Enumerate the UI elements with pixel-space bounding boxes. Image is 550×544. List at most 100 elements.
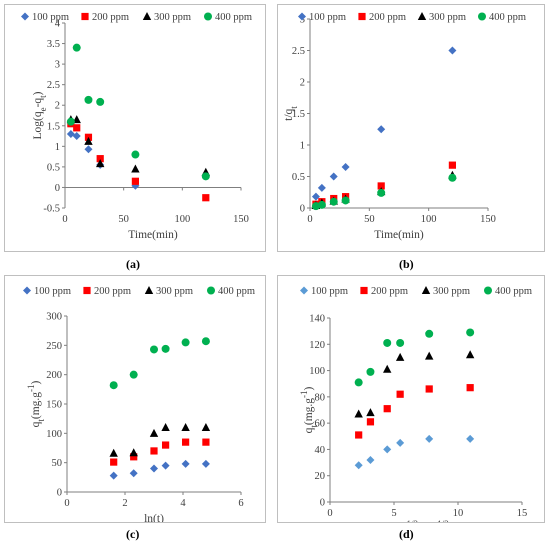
data-point — [377, 182, 385, 190]
data-point — [341, 163, 350, 172]
data-point — [383, 364, 392, 373]
data-point — [425, 385, 433, 393]
y-tick-label: 100 — [46, 429, 62, 440]
legend-marker — [300, 286, 308, 295]
data-point — [366, 418, 375, 426]
legend-label: 200 ppm — [92, 12, 129, 23]
data-point — [150, 464, 158, 473]
y-tick-label: 1.5 — [292, 109, 305, 120]
panel-label-a: (a) — [126, 257, 140, 271]
data-point — [354, 378, 363, 387]
x-tick-label: 0 — [307, 214, 312, 225]
data-point — [161, 461, 170, 470]
legend-marker — [207, 286, 215, 295]
data-point — [366, 455, 375, 464]
y-tick-label: 140 — [309, 314, 325, 325]
data-point — [129, 469, 138, 478]
y-axis-title: t/qt — [283, 106, 299, 121]
data-point — [150, 345, 158, 354]
data-point — [181, 422, 190, 431]
y-tick-label: 150 — [46, 400, 62, 411]
legend-label: 300 ppm — [429, 12, 466, 23]
data-point — [109, 448, 118, 457]
y-tick-label: 0.5 — [292, 172, 305, 183]
data-point — [383, 338, 392, 347]
y-tick-label: 3 — [55, 60, 60, 71]
data-point — [466, 328, 475, 337]
data-point — [129, 448, 138, 457]
y-tick-label: 50 — [52, 458, 63, 469]
legend-label: 400 ppm — [215, 12, 252, 23]
data-point — [448, 161, 456, 169]
y-tick-label: 120 — [309, 340, 325, 351]
y-tick-label: 250 — [46, 341, 62, 352]
data-point — [96, 97, 105, 106]
y-tick-label: 0 — [57, 488, 62, 499]
legend-label: 100 ppm — [309, 12, 346, 23]
data-point — [84, 136, 93, 145]
data-point — [130, 453, 138, 461]
legend-marker — [21, 12, 29, 21]
y-tick-label: 2.5 — [292, 46, 305, 57]
y-axis-title: qt(mg.g-1) — [26, 380, 46, 427]
legend-marker — [23, 286, 31, 295]
data-point — [425, 351, 434, 360]
data-point — [383, 405, 391, 413]
x-tick-label: 150 — [233, 214, 249, 225]
chart-c: 0 50 100 150 200 250 300 0 2 4 6 ln(t) qt(mg.g-1) 100… — [23, 286, 255, 525]
legend-label: 200 ppm — [369, 12, 406, 23]
data-point — [396, 390, 404, 398]
x-tick-label: 50 — [364, 214, 375, 225]
data-point — [110, 458, 118, 466]
legend-marker — [417, 12, 427, 20]
x-tick-label: 2 — [122, 498, 127, 509]
y-tick-label: 100 — [309, 366, 325, 377]
chart-a: -0.500.511.522.533.540 50 100 150Time(min)L… — [21, 12, 252, 241]
data-point — [377, 188, 386, 197]
data-point — [366, 367, 375, 376]
x-tick-label: 15 — [517, 508, 528, 519]
data-point — [396, 438, 405, 447]
y-tick-label: 300 — [46, 312, 62, 323]
data-point — [161, 344, 170, 353]
legend-label: 200 ppm — [94, 286, 131, 297]
legend-label: 400 ppm — [489, 12, 526, 23]
x-tick-label: 0 — [64, 498, 69, 509]
data-point — [395, 352, 405, 361]
data-point — [311, 192, 320, 201]
y-tick-label: 0 — [300, 204, 305, 215]
legend-label: 300 ppm — [433, 286, 470, 297]
data-point — [131, 177, 139, 185]
y-tick-label: 20 — [315, 471, 326, 482]
data-point — [84, 95, 93, 104]
data-point — [149, 428, 159, 437]
legend-marker — [478, 12, 486, 21]
x-tick-label: 6 — [238, 498, 243, 509]
legend-marker — [83, 286, 91, 295]
chart-d: 0 20 40 60 80 100 120 140 0 5 10 15 t1/2(dk)1/2 qt(mg… — [299, 286, 532, 535]
legend-marker — [204, 12, 212, 21]
data-point — [96, 159, 105, 168]
y-tick-label: 3.5 — [47, 39, 60, 50]
data-point — [202, 438, 210, 446]
data-point — [341, 196, 350, 205]
data-point — [96, 155, 104, 163]
legend-marker — [484, 286, 492, 295]
y-tick-label: 40 — [315, 445, 326, 456]
x-axis-title: t1/2(dk)1/2 — [403, 519, 448, 522]
x-tick-label: 150 — [480, 214, 496, 225]
y-tick-label: 2 — [300, 78, 305, 89]
y-axis-title: Log(qe-qt) — [32, 91, 48, 139]
y-tick-label: -0.5 — [43, 204, 60, 215]
y-tick-label: 2.5 — [47, 80, 60, 91]
y-tick-label: 0.5 — [47, 162, 60, 173]
data-point — [448, 46, 457, 55]
data-point — [201, 337, 210, 346]
data-point — [150, 447, 158, 455]
data-point — [181, 338, 190, 347]
y-tick-label: 0 — [55, 183, 60, 194]
legend-label: 400 ppm — [495, 286, 532, 297]
data-point — [317, 183, 326, 192]
data-point — [202, 194, 210, 202]
